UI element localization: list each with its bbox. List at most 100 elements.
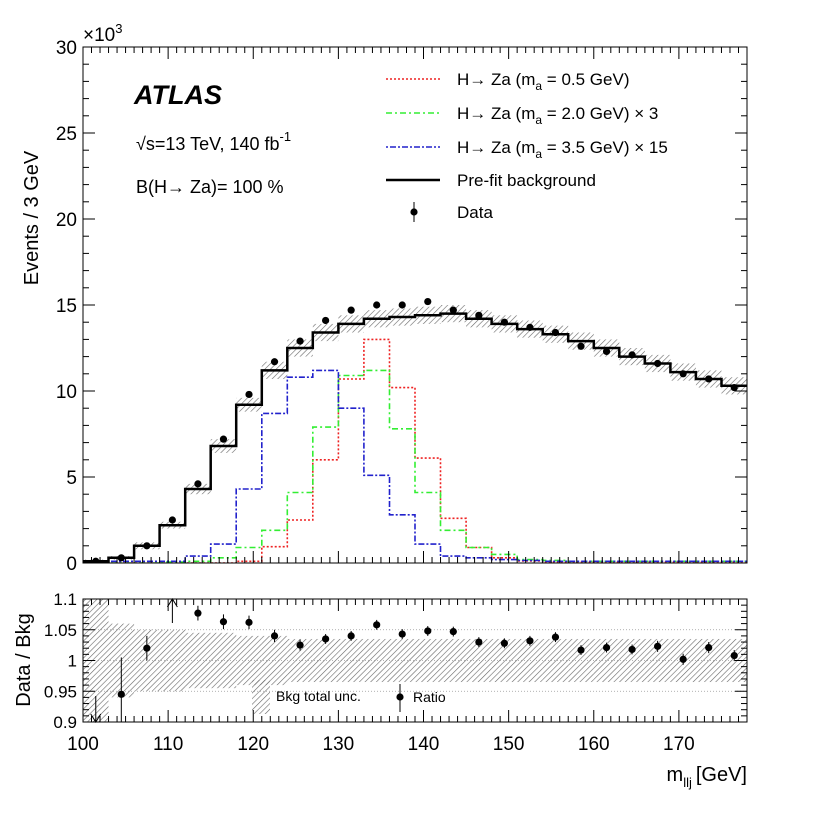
x-axis-label: mllj [GeV] xyxy=(667,764,747,790)
atlas-label: ATLAS xyxy=(133,80,222,110)
ratio-point-7 xyxy=(270,632,279,640)
signal-histogram-1 xyxy=(83,369,747,563)
signal-histogram-2 xyxy=(83,369,747,563)
data-point-3 xyxy=(168,516,176,524)
ratio-unc-bin-5 xyxy=(210,632,237,689)
ratio-point-6 xyxy=(245,618,253,626)
data-point-20 xyxy=(602,347,611,356)
y-tick-label-10: 10 xyxy=(56,382,77,403)
data-point-17 xyxy=(526,323,534,331)
data-point-8 xyxy=(296,337,304,345)
x-tick-label-100: 100 xyxy=(67,734,99,755)
ratio-y-tick-label-0.9: 0.9 xyxy=(53,713,77,732)
ratio-x-ticks: 100 110 120 130 140 150 160 170 xyxy=(67,599,748,755)
x-tick-label-130: 130 xyxy=(323,734,355,755)
ratio-legend-point-label: Ratio xyxy=(413,689,446,705)
ratio-legend-band-label: Bkg total unc. xyxy=(276,688,361,704)
data-point-16 xyxy=(500,318,508,326)
ratio-y-ticks: 0.9 0.95 1 1.05 1.1 xyxy=(44,590,747,732)
data-point-13 xyxy=(424,297,432,306)
ratio-point-13 xyxy=(424,627,432,635)
ratio-point-24 xyxy=(705,643,713,652)
legend-swatch-data xyxy=(410,208,418,216)
data-point-2 xyxy=(143,542,151,550)
ratio-point-12 xyxy=(398,630,406,638)
ratio-point-4 xyxy=(194,609,202,617)
data-point-25 xyxy=(730,383,738,392)
signal-histogram-0 xyxy=(83,338,747,563)
ratio-point-22 xyxy=(654,642,662,650)
y-tick-label-20: 20 xyxy=(56,210,77,231)
ratio-point-17 xyxy=(526,637,534,645)
ratio-unc-bin-10 xyxy=(338,638,364,683)
ratio-y-tick-label-0.95: 0.95 xyxy=(44,682,77,701)
ratio-panel: 100 110 120 130 140 150 160 170 0.9 0.95 1 1.05 1.1… xyxy=(13,590,748,790)
legend-entry-background: Pre-fit background xyxy=(457,171,596,190)
ratio-point-9 xyxy=(322,635,330,643)
signal-histograms xyxy=(83,338,747,563)
branching-ratio-label: B(H→ Za)= 100 % xyxy=(136,177,284,197)
y-tick-label-0: 0 xyxy=(66,554,77,575)
legend-entry-signal-2.0: H→ Za (ma = 2.0 GeV) × 3 xyxy=(457,104,658,127)
x-tick-label-110: 110 xyxy=(153,734,183,755)
ratio-unc-bin-12 xyxy=(389,638,415,683)
data-point-9 xyxy=(322,316,330,325)
data-point-15 xyxy=(475,311,483,319)
energy-lumi-label: √s=13 TeV, 140 fb-1 xyxy=(136,129,291,154)
y-tick-label-30: 30 xyxy=(56,38,77,59)
ratio-arrow-up-3 xyxy=(166,598,178,623)
x-tick-label-140: 140 xyxy=(408,734,440,755)
data-point-1 xyxy=(117,554,125,562)
data-point-22 xyxy=(654,359,662,368)
ratio-point-19 xyxy=(577,646,585,654)
ratio-point-21 xyxy=(628,645,636,654)
x-tick-label-170: 170 xyxy=(663,734,695,755)
ratio-point-16 xyxy=(500,639,508,647)
ratio-unc-bin-11 xyxy=(363,638,390,683)
data-point-4 xyxy=(194,480,202,488)
y-multiplier: ×103 xyxy=(83,21,122,46)
data-point-5 xyxy=(219,435,228,443)
ratio-point-14 xyxy=(449,627,457,636)
y-tick-label-5: 5 xyxy=(66,468,77,489)
x-tick-label-150: 150 xyxy=(493,734,525,755)
ratio-y-tick-label-1.05: 1.05 xyxy=(44,621,77,640)
ratio-point-2 xyxy=(143,644,151,652)
x-tick-label-160: 160 xyxy=(578,734,610,755)
data-point-0 xyxy=(92,557,100,563)
data-point-19 xyxy=(577,342,585,350)
data-point-23 xyxy=(679,370,687,378)
y-tick-label-25: 25 xyxy=(56,124,77,145)
ratio-point-10 xyxy=(347,632,355,640)
ratio-unc-bin-7 xyxy=(261,635,288,686)
ratio-y-tick-label-1: 1 xyxy=(68,652,77,671)
ratio-legend-band-swatch xyxy=(252,680,270,714)
legend-entry-signal-3.5: H→ Za (ma = 3.5 GeV) × 15 xyxy=(457,138,668,161)
ratio-unc-bin-18 xyxy=(542,638,569,683)
y-tick-label-15: 15 xyxy=(56,296,77,317)
ratio-legend-point-swatch xyxy=(396,693,404,701)
y-axis-label: Events / 3 GeV xyxy=(21,150,43,285)
ratio-point-20 xyxy=(602,643,611,652)
ratio-point-5 xyxy=(219,618,228,626)
data-point-6 xyxy=(245,390,253,399)
data-point-21 xyxy=(628,351,636,359)
x-tick-label-120: 120 xyxy=(237,734,269,755)
ratio-unc-bin-3 xyxy=(159,629,186,692)
ratio-point-25 xyxy=(730,651,738,660)
legend: H→ Za (ma = 0.5 GeV) H→ Za (ma = 2.0 GeV… xyxy=(386,70,668,222)
ratio-point-8 xyxy=(296,641,304,649)
data-point-10 xyxy=(347,306,355,314)
ratio-point-11 xyxy=(373,621,381,629)
ratio-y-axis-label: Data / Bkg xyxy=(13,613,35,706)
data-point-11 xyxy=(373,301,381,309)
data-point-7 xyxy=(270,358,279,366)
data-point-14 xyxy=(449,306,457,314)
ratio-unc-bin-13 xyxy=(415,638,441,683)
main-panel: 0 5 10 15 20 25 30 Events / 3 GeV ×103 ATLAS √… xyxy=(21,21,748,575)
ratio-point-18 xyxy=(551,633,560,641)
main-y-ticks: 0 5 10 15 20 25 30 xyxy=(56,38,747,575)
ratio-point-15 xyxy=(475,638,483,646)
main-x-ticks xyxy=(82,47,748,563)
